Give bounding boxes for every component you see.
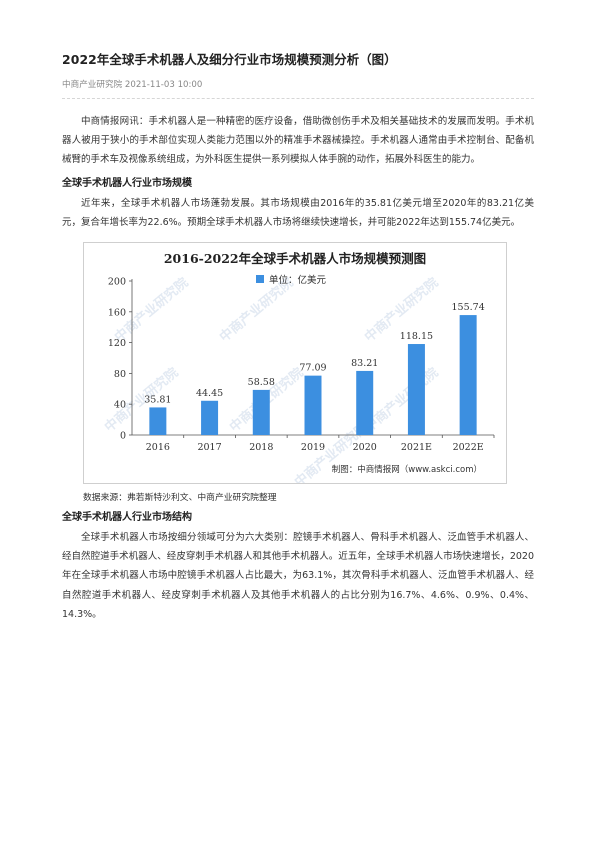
bar-2016 (149, 407, 167, 436)
section1-paragraph: 近年来，全球手术机器人市场蓬勃发展。其市场规模由2016年的35.81亿美元增至… (62, 197, 534, 228)
data-label-2018: 58.58 (248, 377, 275, 388)
y-tick-label: 160 (108, 307, 126, 318)
bar-2022E (459, 315, 477, 436)
title-divider (62, 98, 534, 99)
bar-2020 (356, 370, 374, 436)
x-tick-label-2019: 2019 (301, 442, 325, 453)
data-label-2019: 77.09 (299, 363, 326, 374)
chart-title: 2016-2022年全球手术机器人市场规模预测图 (164, 251, 426, 266)
legend-label: 单位：亿美元 (269, 274, 327, 286)
data-label-2020: 83.21 (351, 358, 378, 369)
x-tick-label-2018: 2018 (249, 442, 273, 453)
y-tick-label: 40 (114, 400, 126, 411)
y-tick-label: 80 (114, 369, 126, 380)
watermark-text: 中商产业研究院 (361, 365, 441, 436)
legend-swatch (256, 275, 264, 284)
data-label-2017: 44.45 (196, 388, 223, 399)
market-size-chart: 中商产业研究院 中商产业研究院 中商产业研究院 中商产业研究院 中商产业研究院 中商产业研… (83, 242, 507, 485)
data-label-2021E: 118.15 (400, 331, 433, 342)
y-tick-label: 0 (120, 431, 126, 442)
y-tick-label: 120 (108, 338, 126, 349)
article-title: 2022年全球手术机器人及细分行业市场规模预测分析（图） (62, 52, 397, 67)
bar-2018 (252, 389, 270, 436)
x-tick-label-2016: 2016 (146, 442, 170, 453)
x-tick-label-2022E: 2022E (453, 442, 484, 453)
data-label-2022E: 155.74 (452, 302, 485, 313)
x-tick-label-2017: 2017 (197, 442, 221, 453)
y-tick-label: 200 (108, 277, 126, 288)
bar-2019 (304, 375, 322, 436)
section2-paragraph: 全球手术机器人市场按细分领域可分为六大类别：腔镜手术机器人、骨科手术机器人、泛血… (62, 532, 534, 620)
data-label-2016: 35.81 (144, 394, 171, 405)
section2-heading: 全球手术机器人行业市场结构 (62, 512, 192, 524)
article: 2022年全球手术机器人及细分行业市场规模预测分析（图） 中商产业研究院 202… (62, 52, 534, 624)
bar-2017 (201, 400, 219, 436)
x-tick-label-2021E: 2021E (401, 442, 432, 453)
intro-paragraph: 中商情报网讯：手术机器人是一种精密的医疗设备，借助微创伤手术及相关基础技术的发展… (62, 116, 534, 166)
chart-credit: 制图：中商情报网（www.askci.com） (332, 464, 482, 475)
bar-2021E (407, 344, 425, 436)
x-tick-label-2020: 2020 (353, 442, 377, 453)
section1-heading: 全球手术机器人行业市场规模 (62, 177, 192, 189)
article-meta: 中商产业研究院 2021-11-03 10:00 (62, 80, 203, 90)
data-source: 数据来源：弗若斯特沙利文、中商产业研究院整理 (83, 493, 277, 504)
